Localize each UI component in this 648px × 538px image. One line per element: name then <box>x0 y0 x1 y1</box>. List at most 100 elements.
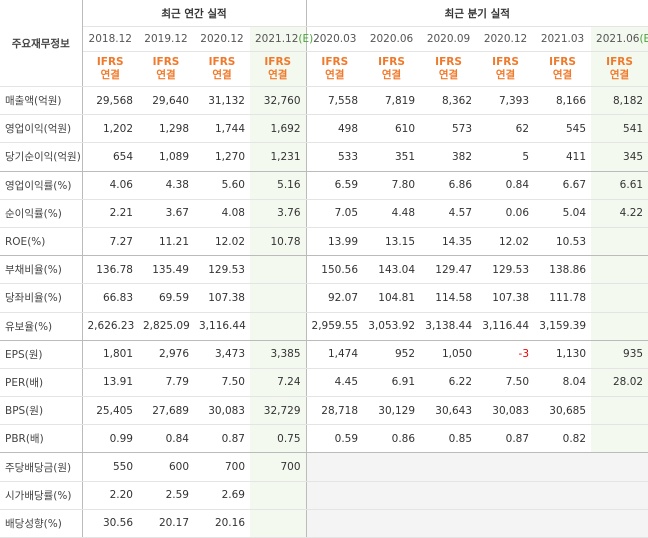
value-cell: 107.38 <box>194 283 250 313</box>
value-cell: 30,643 <box>420 396 478 426</box>
value-cell: 29,640 <box>138 86 194 116</box>
basis-header: IFRS 연결 <box>82 51 138 87</box>
period: 2019.12 <box>144 33 188 45</box>
value-cell: 2,825.09 <box>138 312 194 341</box>
period: 2021.06 <box>596 33 640 45</box>
value-cell: 104.81 <box>363 283 421 313</box>
value-cell: 12.02 <box>194 227 250 257</box>
period-header: 2021.12(E) <box>250 26 313 52</box>
value-cell: 700 <box>194 452 250 482</box>
value-cell: 13.91 <box>82 368 138 398</box>
value-cell <box>420 509 478 538</box>
data-row: 당기순이익(억원) 654 1,089 1,270 1,231 533 351 382 5 411… <box>0 142 648 172</box>
value-cell: 1,474 <box>306 340 364 369</box>
value-cell: 62 <box>477 114 535 144</box>
period-header: 2018.12 <box>82 26 138 52</box>
basis-standard: IFRS <box>606 56 633 68</box>
corner-header: 주요재무정보 <box>0 0 83 87</box>
value-cell: 8,182 <box>591 86 648 116</box>
value-cell: 10.78 <box>250 227 307 257</box>
value-cell: 2,976 <box>138 340 194 369</box>
value-cell: 6.22 <box>420 368 478 398</box>
row-label: 주당배당금(원) <box>0 452 83 482</box>
row-label: 매출액(억원) <box>0 86 83 116</box>
value-cell: 30,685 <box>534 396 592 426</box>
data-row: 영업이익(억원) 1,202 1,298 1,744 1,692 498 610 573 62 5… <box>0 114 648 144</box>
basis-scope: 연결 <box>495 69 516 81</box>
period-header: 2021.06(E) <box>591 26 648 52</box>
value-cell: 92.07 <box>306 283 364 313</box>
value-cell: 150.56 <box>306 255 364 285</box>
data-row: 시가배당률(%) 2.20 2.59 2.69 <box>0 481 648 510</box>
value-cell: 8.04 <box>534 368 592 398</box>
value-cell: 545 <box>534 114 592 144</box>
value-cell <box>477 509 535 538</box>
basis-header: IFRS 연결 <box>591 51 648 87</box>
value-cell: 1,231 <box>250 142 307 172</box>
value-cell <box>534 509 592 538</box>
value-cell: 143.04 <box>363 255 421 285</box>
row-label: ROE(%) <box>0 227 83 257</box>
value-cell: -3 <box>477 340 535 369</box>
value-cell: 3,116.44 <box>477 312 535 341</box>
value-cell: 541 <box>591 114 648 144</box>
basis-scope: 연결 <box>156 69 176 81</box>
value-cell: 6.91 <box>363 368 421 398</box>
value-cell: 5.60 <box>194 171 250 200</box>
value-cell: 7.79 <box>138 368 194 398</box>
value-cell: 69.59 <box>138 283 194 313</box>
period-header: 2020.09 <box>420 26 478 52</box>
value-cell: 935 <box>591 340 648 369</box>
value-cell: 25,405 <box>82 396 138 426</box>
data-row: 순이익률(%) 2.21 3.67 4.08 3.76 7.05 4.48 4.57 0.06 5… <box>0 199 648 228</box>
period: 2021.03 <box>540 33 585 45</box>
value-cell <box>363 452 421 482</box>
value-cell: 3,138.44 <box>420 312 478 341</box>
value-cell: 3.67 <box>138 199 194 228</box>
value-cell: 31,132 <box>194 86 250 116</box>
value-cell <box>591 312 648 341</box>
estimate-mark: (E) <box>639 33 648 45</box>
value-cell <box>591 283 648 313</box>
value-cell <box>477 481 535 510</box>
basis-header: IFRS 연결 <box>363 51 421 87</box>
value-cell: 138.86 <box>534 255 592 285</box>
value-cell: 600 <box>138 452 194 482</box>
value-cell <box>420 481 478 510</box>
basis-standard: IFRS <box>96 56 124 68</box>
value-cell: 12.02 <box>477 227 535 257</box>
value-cell: 0.75 <box>250 424 307 454</box>
value-cell <box>250 481 307 510</box>
value-cell: 1,202 <box>82 114 138 144</box>
value-cell <box>306 452 364 482</box>
data-row: 유보율(%) 2,626.23 2,825.09 3,116.44 2,959.55 3,… <box>0 312 648 341</box>
group-header: 최근 연간 실적 <box>82 0 307 27</box>
period: 2018.12 <box>88 33 132 45</box>
row-label: 영업이익률(%) <box>0 171 83 200</box>
value-cell: 1,089 <box>138 142 194 172</box>
value-cell: 7.27 <box>82 227 138 257</box>
value-cell: 533 <box>306 142 364 172</box>
data-row: 부채비율(%) 136.78 135.49 129.53 150.56 143.04 129… <box>0 255 648 285</box>
value-cell: 2,959.55 <box>306 312 364 341</box>
value-cell <box>420 452 478 482</box>
value-cell: 6.59 <box>306 171 364 200</box>
value-cell <box>250 255 307 285</box>
data-row: BPS(원) 25,405 27,689 30,083 32,729 28,718 30,1… <box>0 396 648 426</box>
value-cell: 129.53 <box>194 255 250 285</box>
basis-row: IFRS 연결 IFRS 연결 IFRS 연결 IFRS 연결 IFRS 연결 IFRS 연결 IFRS… <box>0 51 648 87</box>
value-cell: 498 <box>306 114 364 144</box>
period: 2020.12 <box>483 33 528 45</box>
value-cell: 29,568 <box>82 86 138 116</box>
value-cell: 111.78 <box>534 283 592 313</box>
row-label: 배당성향(%) <box>0 509 83 538</box>
basis-scope: 연결 <box>268 69 288 81</box>
period-header: 2020.12 <box>477 26 535 52</box>
period: 2020.12 <box>200 33 244 45</box>
value-cell: 0.59 <box>306 424 364 454</box>
value-cell: 2.59 <box>138 481 194 510</box>
value-cell: 0.84 <box>477 171 535 200</box>
value-cell <box>591 481 648 510</box>
row-label: PER(배) <box>0 368 83 398</box>
row-label: 당기순이익(억원) <box>0 142 83 172</box>
